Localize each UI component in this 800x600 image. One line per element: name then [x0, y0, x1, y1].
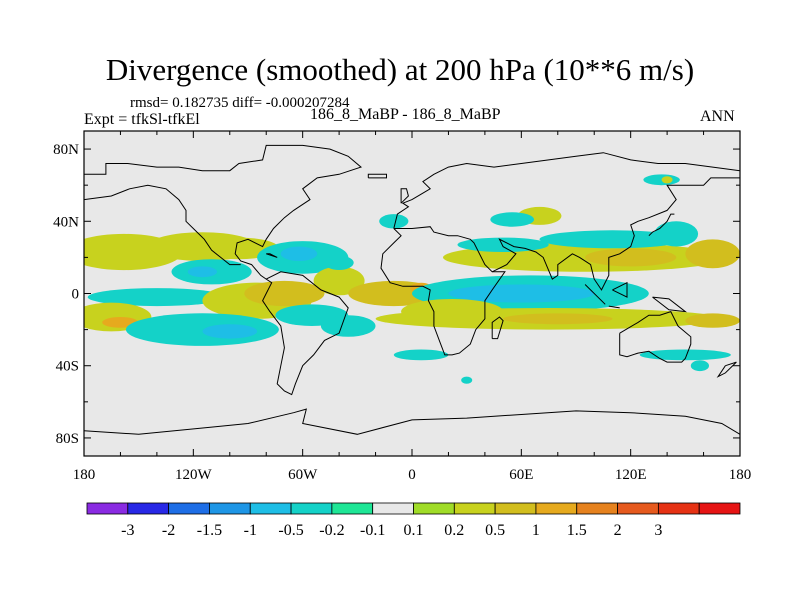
colorbar-label: 0.1 [404, 522, 424, 539]
contour-blob [585, 248, 677, 267]
y-tick-label: 0 [72, 287, 80, 303]
colorbar [86, 502, 741, 515]
colorbar-swatch [657, 502, 700, 515]
coastline [608, 305, 620, 309]
colorbar-swatch [494, 502, 537, 515]
colorbar-label: -0.1 [360, 522, 385, 539]
contour-blob [393, 349, 449, 361]
coastline [491, 316, 504, 340]
x-axis: 180 120W 60W 0 60E 120E 180 [73, 131, 752, 483]
contour-blob [187, 266, 217, 278]
y-tick-label: 40S [56, 359, 79, 375]
y-axis: 80N 40N 0 40S 80S [53, 142, 740, 447]
contour-blob [539, 230, 686, 249]
x-tick-label: 180 [73, 467, 96, 483]
colorbar-swatch [86, 502, 129, 515]
colorbar-swatch [249, 502, 292, 515]
colorbar-swatch [698, 502, 741, 515]
colorbar-swatch [413, 502, 455, 515]
coastline [491, 177, 740, 291]
season-label: ANN [700, 108, 735, 125]
coastline [619, 310, 692, 363]
colorbar-label: -0.2 [319, 522, 344, 539]
colorbar-label: -2 [162, 522, 175, 539]
stats-line: rmsd= 0.182735 diff= -0.000207284 [130, 95, 350, 111]
x-tick-label: 120E [615, 467, 647, 483]
coastline [612, 281, 628, 298]
colorbar-label: -1 [244, 522, 257, 539]
y-tick-label: 80S [56, 431, 79, 447]
colorbar-label: 3 [654, 522, 662, 539]
contour-blob [654, 221, 699, 247]
contour-blob [379, 214, 409, 229]
contour-blob [685, 313, 740, 328]
colorbar-swatch [290, 502, 333, 515]
colorbar-label: 1 [532, 522, 540, 539]
colorbar-labels: -3 -2 -1.5 -1 -0.5 -0.2 -0.1 0.1 0.2 0.5 1 1.5 2 3 [121, 522, 662, 539]
colorbar-swatch [576, 502, 618, 515]
contour-blob [313, 266, 365, 296]
colorbar-swatch [617, 502, 659, 515]
coastline [266, 253, 278, 258]
colorbar-swatch [535, 502, 578, 515]
coastlines [84, 144, 740, 435]
chart-title: Divergence (smoothed) at 200 hPa (10**6 … [105, 52, 695, 87]
x-tick-label: 120W [175, 467, 213, 483]
contour-blob [202, 324, 258, 339]
contour-blob [490, 212, 535, 227]
colorbar-swatch [453, 502, 496, 515]
colorbar-label: 0.5 [485, 522, 505, 539]
coastline [584, 284, 606, 305]
x-tick-label: 60E [509, 467, 533, 483]
coastline [380, 226, 506, 356]
colorbar-label: -1.5 [197, 522, 222, 539]
contour-blob [244, 280, 325, 307]
colorbar-label: 1.5 [567, 522, 587, 539]
contour-blob [320, 315, 376, 337]
experiment-label: Expt = tfkSl-tfkEl [84, 111, 200, 128]
contour-blob [685, 239, 740, 269]
coastline [716, 361, 737, 378]
contour-blob [661, 176, 673, 184]
coastline [648, 213, 675, 237]
colorbar-label: 0.2 [444, 522, 464, 539]
coastline [367, 173, 387, 179]
colorbar-swatch [209, 502, 251, 515]
contour-fills [84, 174, 740, 384]
contour-blob [448, 284, 595, 303]
colorbar-label: -0.5 [278, 522, 303, 539]
contour-blob [280, 246, 318, 261]
coastline [84, 184, 241, 266]
contour-blob [401, 299, 504, 325]
coastline [652, 296, 688, 313]
colorbar-label: 2 [614, 522, 622, 539]
case-label: 186_8_MaBP - 186_8_MaBP [310, 106, 501, 123]
colorbar-label: -3 [121, 522, 134, 539]
colorbar-swatch [168, 502, 210, 515]
x-tick-label: 180 [729, 467, 752, 483]
coastline [84, 408, 740, 435]
colorbar-swatch [372, 502, 414, 515]
coastline [84, 144, 363, 396]
x-tick-label: 0 [408, 467, 416, 483]
colorbar-swatch [127, 502, 170, 515]
coastline [393, 152, 740, 229]
contour-blob [324, 255, 354, 270]
contour-blob [87, 288, 227, 307]
y-tick-label: 80N [53, 142, 79, 158]
colorbar-swatch [331, 502, 374, 515]
x-tick-label: 60W [288, 467, 318, 483]
contour-blob [639, 349, 731, 361]
contour-blob [690, 360, 710, 372]
contour-blob [461, 376, 473, 384]
y-tick-label: 40N [53, 214, 79, 230]
contour-blob [503, 313, 613, 325]
coastline [400, 188, 409, 204]
